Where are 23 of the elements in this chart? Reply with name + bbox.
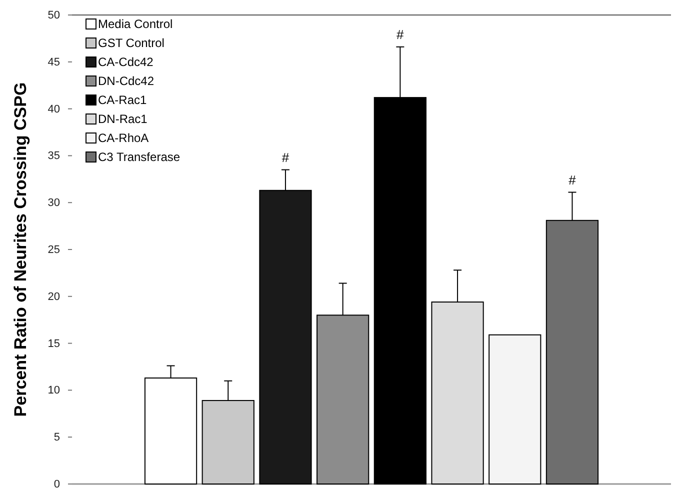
y-tick-label: 45 [48, 56, 60, 68]
y-tick-label: 40 [48, 103, 60, 116]
y-tick-label: 15 [48, 338, 60, 350]
annotation: # [396, 26, 405, 42]
y-tick-label: 0 [54, 478, 60, 491]
legend-label: GST Control [98, 36, 164, 50]
legend-label: C3 Transferase [98, 150, 180, 164]
annotation: # [282, 150, 290, 165]
legend-label: CA-Rac1 [98, 93, 148, 107]
y-axis-title: Percent Ratio of Neurites Crossing CSPG [11, 82, 30, 417]
annotation: # [568, 172, 577, 188]
y-tick-label: 30 [48, 197, 60, 210]
y-tick-label: 25 [48, 244, 60, 256]
legend-label: CA-RhoA [98, 131, 149, 145]
legend-label: Media Control [98, 17, 173, 31]
y-tick-label: 10 [48, 384, 60, 397]
y-tick-label: 20 [48, 290, 60, 303]
legend-label: DN-Rac1 [98, 112, 148, 126]
y-tick-label: 50 [48, 10, 60, 22]
legend-label: CA-Cdc42 [98, 55, 154, 69]
y-tick-label: 35 [48, 150, 60, 162]
legend-label: DN-Cdc42 [98, 74, 154, 88]
y-tick-label: 5 [54, 432, 60, 444]
